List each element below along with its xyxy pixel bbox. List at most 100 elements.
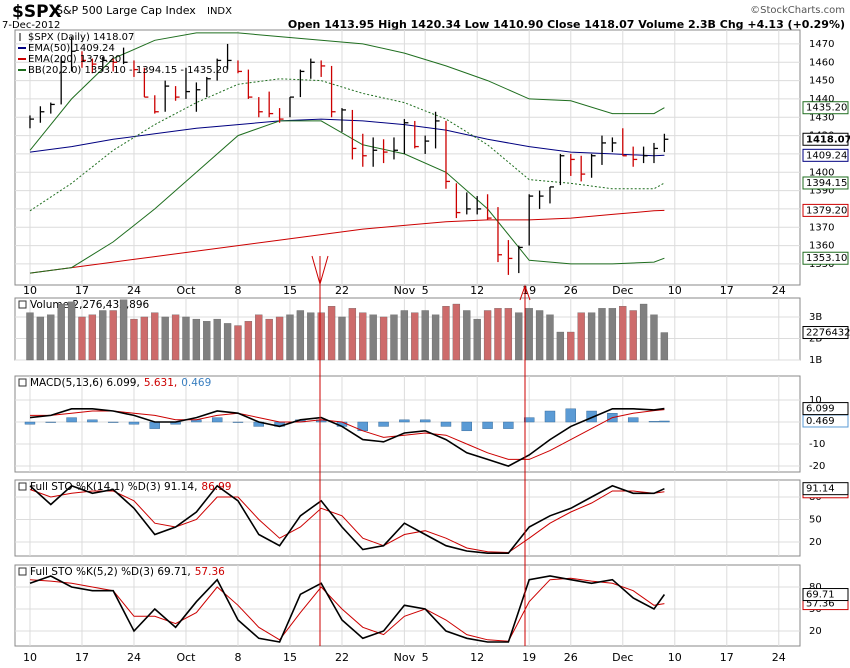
bollinger-middle xyxy=(29,78,665,212)
volume-bar xyxy=(140,316,149,361)
flag-label: 69.71 xyxy=(806,590,835,601)
y-tick-label: 1370 xyxy=(809,222,834,233)
x-tick-label: 17 xyxy=(75,284,89,297)
flag-label: 6.099 xyxy=(806,404,835,415)
legend-entry: EMA(50) 1409.24 xyxy=(28,43,115,54)
histogram-bar xyxy=(461,421,472,432)
histogram-bar xyxy=(128,421,140,425)
panel-title: MACD(5,13,6) 6.099, 5.631, 0.469 xyxy=(30,377,211,389)
flag-box xyxy=(802,203,849,217)
volume-bar xyxy=(234,325,242,361)
y-tick-label: 10 xyxy=(809,395,822,406)
x-tick-label: 24 xyxy=(772,284,786,297)
volume-bar xyxy=(525,308,533,361)
volume-bar xyxy=(255,314,263,361)
volume-bar xyxy=(452,303,461,361)
quote: Open 1413.95 High 1420.34 Low 1410.90 Cl… xyxy=(288,18,845,31)
volume-bar xyxy=(36,316,45,361)
volume-bar xyxy=(421,310,429,361)
x-tick-label: 15 xyxy=(283,284,297,297)
volume-bar xyxy=(130,318,138,361)
flag-box xyxy=(802,176,849,190)
histogram-bar xyxy=(24,421,36,425)
x-tick-label: 17 xyxy=(720,284,734,297)
y-tick-label: 20 xyxy=(809,626,822,637)
histogram-bar xyxy=(440,421,452,427)
volume-bar xyxy=(535,310,544,361)
bollinger-upper xyxy=(29,32,665,151)
y-tick-label: 20 xyxy=(809,537,822,548)
x-tick-label: 5 xyxy=(422,284,429,297)
volume-bar xyxy=(109,310,117,361)
exchange: INDX xyxy=(207,6,232,17)
volume-bar xyxy=(78,316,86,361)
x-tick-label: 22 xyxy=(335,651,349,664)
volume-bar xyxy=(411,312,419,361)
date: 7-Dec-2012 xyxy=(2,20,60,31)
y-tick-label: 1450 xyxy=(809,76,834,87)
volume-bar xyxy=(317,312,325,361)
title-part: MACD(5,13,6) 6.099, xyxy=(30,377,140,389)
histogram-bar xyxy=(523,417,535,423)
flag-label: 0.469 xyxy=(806,416,835,427)
volume-bar xyxy=(296,310,305,361)
volume-bar xyxy=(151,312,159,361)
volume-bar xyxy=(99,310,107,361)
histogram-bar xyxy=(419,419,431,423)
annotations xyxy=(311,255,531,646)
x-tick-label: 24 xyxy=(772,651,786,664)
flag-label: 1394.15 xyxy=(806,178,847,189)
histogram-bar xyxy=(544,410,556,423)
histogram-bar xyxy=(45,421,56,423)
volume-bar xyxy=(390,314,398,361)
panel-title: Full STO %K(14,1) %D(3) 91.14, 86.99 xyxy=(30,481,231,493)
annotation-arrow xyxy=(311,255,329,286)
volume-bar xyxy=(265,318,273,361)
histogram-bar xyxy=(503,421,514,429)
volume-bar xyxy=(26,312,34,361)
x-tick-label: 15 xyxy=(283,651,297,664)
panel-title: Full STO %K(5,2) %D(3) 69.71, 57.36 xyxy=(30,566,225,578)
volume-bar xyxy=(431,314,440,361)
y-tick-label: 1B xyxy=(809,355,822,366)
volume-bar xyxy=(213,318,221,361)
y-tick-label: 3B xyxy=(809,312,822,323)
volume-bar xyxy=(119,299,128,361)
flag-box xyxy=(802,101,849,115)
flag-label: 57.36 xyxy=(806,599,835,610)
y-tick-label: 1460 xyxy=(809,57,834,68)
flag-box xyxy=(802,148,849,162)
volume-bar xyxy=(348,308,357,361)
legend-entry: BB(20,2.0) 1353.10 - 1394.15 - 1435.20 xyxy=(28,65,229,76)
volume-bar xyxy=(286,314,294,361)
flag-label: 1353.10 xyxy=(806,253,847,264)
title-icon xyxy=(18,482,27,491)
title-part: 57.36 xyxy=(195,566,225,578)
volume-bar xyxy=(244,321,253,361)
y-tick-label: -10 xyxy=(809,439,825,450)
histogram-bar xyxy=(87,419,98,423)
volume-bar xyxy=(556,331,565,361)
x-tick-label: 17 xyxy=(75,651,89,664)
y-tick-label: 1360 xyxy=(809,241,834,252)
volume-bar xyxy=(67,301,76,361)
flag-label: 91.14 xyxy=(806,484,835,495)
flag-box xyxy=(802,132,849,146)
y-tick-label: 1470 xyxy=(809,39,834,50)
y-tick-label: 1430 xyxy=(809,112,834,123)
x-tick-label: 10 xyxy=(23,284,37,297)
volume-bar xyxy=(88,314,97,361)
histogram-bar xyxy=(66,417,77,423)
x-tick-label: 17 xyxy=(720,651,734,664)
volume-bar xyxy=(473,318,481,361)
volume-bar xyxy=(47,314,55,361)
volume-bar xyxy=(161,316,169,361)
volume-bar xyxy=(182,316,190,361)
x-tick-label: 8 xyxy=(234,284,241,297)
overlay-line xyxy=(29,118,665,157)
volume-bar xyxy=(379,316,388,361)
legend-entry: $SPX (Daily) 1418.07 xyxy=(28,32,134,43)
volume-bar xyxy=(629,310,637,361)
histogram-bar xyxy=(232,421,244,423)
x-tick-label: Oct xyxy=(176,284,196,297)
